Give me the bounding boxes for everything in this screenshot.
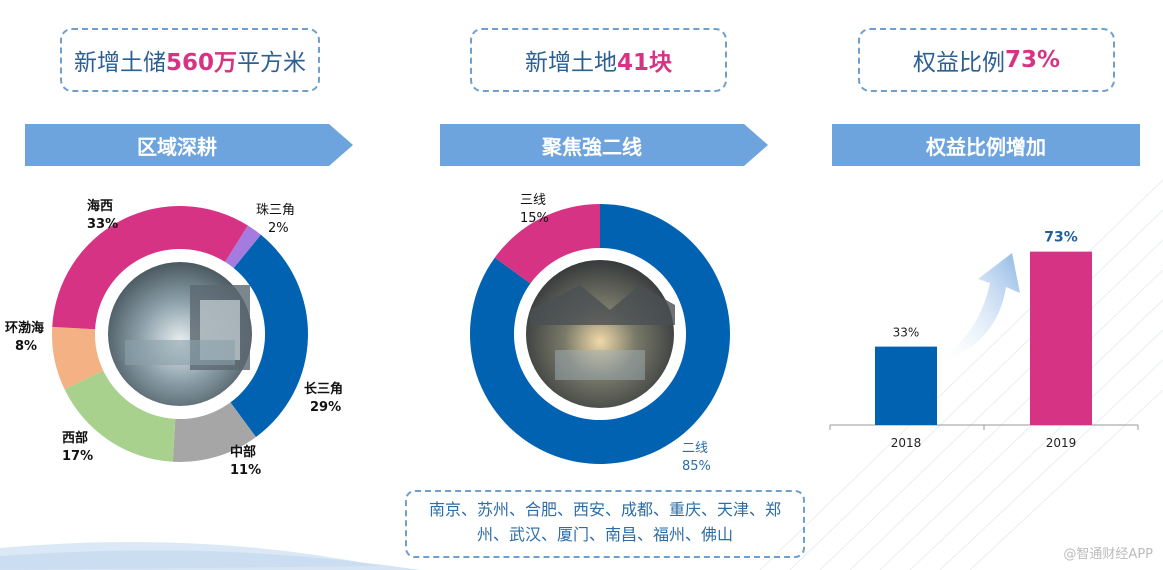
label-tier2: 二线 85% xyxy=(682,441,711,474)
banner-label: 权益比例增加 xyxy=(926,134,1046,159)
city-list: 南京、苏州、合肥、西安、成都、重庆、天津、郑州、武汉、厦门、南昌、福州、佛山 xyxy=(428,500,781,544)
banner-equity-increase: 权益比例增加 xyxy=(832,124,1140,166)
photo-water xyxy=(555,350,645,380)
banner-regional-focus: 区域深耕 xyxy=(25,124,353,166)
stat-prefix: 新增土地 xyxy=(524,50,617,76)
banner-label: 聚焦強二线 xyxy=(542,134,642,159)
center-photo xyxy=(526,260,674,408)
label-west: 西部 17% xyxy=(62,431,94,464)
regional-donut-chart xyxy=(52,206,308,462)
stat-highlight: 41块 xyxy=(616,50,672,76)
bar-2018 xyxy=(875,346,937,425)
label-central: 中部 11% xyxy=(230,445,262,478)
stat-highlight: 560万 xyxy=(165,50,237,76)
banner-tier2-focus: 聚焦強二线 xyxy=(440,124,768,166)
city-list-box: 南京、苏州、合肥、西安、成都、重庆、天津、郑州、武汉、厦门、南昌、福州、佛山 xyxy=(405,490,805,558)
city-tier-donut-chart xyxy=(470,204,730,464)
donut-slice-西部 xyxy=(64,370,176,462)
photo-pool xyxy=(125,340,235,365)
donut-slice-二线 xyxy=(470,204,730,464)
donut-slice-珠三角 xyxy=(225,225,261,269)
stat-box-new-land: 新增土地 41块 xyxy=(470,28,727,92)
stat-box-equity-ratio: 权益比例 73% xyxy=(858,28,1115,92)
growth-arrow xyxy=(945,253,1020,361)
donut-slice-三线 xyxy=(494,204,600,284)
watermark: @智通财经APP xyxy=(1063,547,1153,562)
x-tick-label: 2018 xyxy=(891,436,922,450)
x-tick-label: 2019 xyxy=(1046,436,1077,450)
donut-slice-海西 xyxy=(52,206,248,330)
label-yangtze-delta: 长三角 29% xyxy=(304,382,344,415)
equity-ratio-bar-chart: 33% 2018 73% 2019 xyxy=(829,230,1139,450)
donut-slice-环渤海 xyxy=(52,326,104,390)
banner-label: 区域深耕 xyxy=(137,134,217,159)
bar-value-label: 73% xyxy=(1044,230,1078,246)
label-haixi: 海西 33% xyxy=(87,199,119,232)
bar-value-label: 33% xyxy=(893,326,920,340)
stat-prefix: 权益比例 xyxy=(912,50,1005,76)
bar-2019 xyxy=(1030,251,1092,425)
stat-prefix: 新增土储 xyxy=(73,50,166,76)
stat-suffix: 平方米 xyxy=(237,50,306,76)
stat-highlight: 73% xyxy=(1004,47,1061,73)
stat-box-land-reserve: 新增土储 560万 平方米 xyxy=(60,28,320,92)
label-pearl-river-delta: 珠三角 2% xyxy=(256,203,296,236)
label-bohai-rim: 环渤海 8% xyxy=(5,321,45,354)
donut-slice-中部 xyxy=(172,402,256,462)
photo-roof xyxy=(530,285,675,325)
label-tier3: 三线 15% xyxy=(520,193,549,226)
